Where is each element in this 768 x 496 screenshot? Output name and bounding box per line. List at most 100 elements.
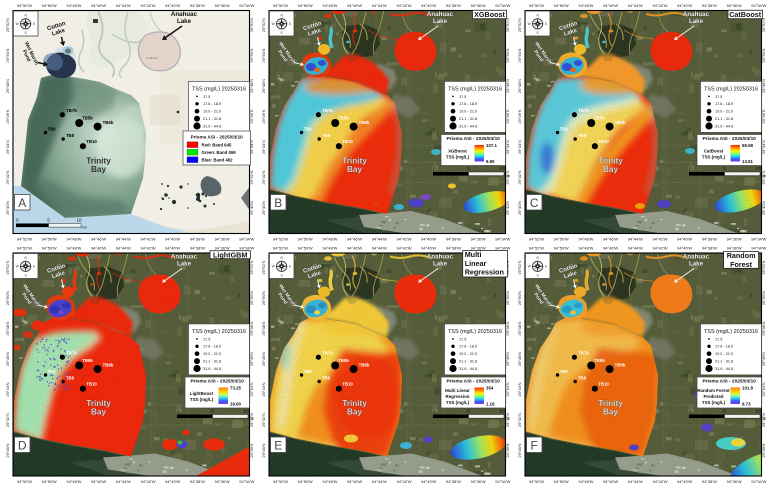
svg-text:94°50'W: 94°50'W <box>298 237 313 242</box>
svg-text:29°48'N: 29°48'N <box>261 79 266 93</box>
svg-text:TSS (mg/L) 20250316: TSS (mg/L) 20250316 <box>192 329 246 335</box>
svg-text:0: 0 <box>16 218 19 223</box>
svg-text:0: 0 <box>689 409 692 414</box>
svg-text:94°36'W: 94°36'W <box>215 3 230 8</box>
svg-text:LightGBM: LightGBM <box>213 251 247 260</box>
svg-text:1.16: 1.16 <box>486 402 495 407</box>
svg-text:29°44'N: 29°44'N <box>5 140 10 154</box>
svg-text:Km: Km <box>82 226 88 230</box>
svg-text:N: N <box>24 14 27 18</box>
svg-text:94°44'W: 94°44'W <box>116 3 131 8</box>
svg-text:Trinity: Trinity <box>342 399 367 408</box>
svg-text:94°50'W: 94°50'W <box>42 479 57 484</box>
svg-text:94°38'W: 94°38'W <box>190 246 205 251</box>
svg-text:94°42'W: 94°42'W <box>396 246 411 251</box>
svg-text:29°52'N: 29°52'N <box>5 260 10 274</box>
svg-text:94°44'W: 94°44'W <box>628 237 643 242</box>
svg-text:29°46'N: 29°46'N <box>249 352 254 366</box>
svg-text:29°50'N: 29°50'N <box>761 48 766 62</box>
svg-text:10: 10 <box>499 166 505 171</box>
svg-text:94°36'W: 94°36'W <box>215 237 230 242</box>
svg-text:29°40'N: 29°40'N <box>761 443 766 457</box>
svg-text:94°42'W: 94°42'W <box>140 246 155 251</box>
svg-text:31.9 - 44.5: 31.9 - 44.5 <box>203 124 221 128</box>
svg-text:94°44'W: 94°44'W <box>628 3 643 8</box>
svg-text:94°38'W: 94°38'W <box>190 479 205 484</box>
svg-text:29°40'N: 29°40'N <box>517 443 522 457</box>
svg-text:TSS (mg/L) 20250316: TSS (mg/L) 20250316 <box>448 87 502 93</box>
svg-text:S: S <box>281 31 283 35</box>
svg-text:TB6b: TB6b <box>615 120 626 125</box>
svg-text:94°36'W: 94°36'W <box>215 479 230 484</box>
svg-text:94°38'W: 94°38'W <box>190 237 205 242</box>
svg-text:94°48'W: 94°48'W <box>322 479 337 484</box>
svg-text:94°52'W: 94°52'W <box>273 3 288 8</box>
svg-text:Lake: Lake <box>307 28 322 38</box>
svg-text:94°48'W: 94°48'W <box>578 3 593 8</box>
svg-text:Anahuac: Anahuac <box>171 254 198 261</box>
svg-text:N: N <box>280 256 283 260</box>
svg-text:S: S <box>25 31 27 35</box>
svg-text:CatBoost: CatBoost <box>704 148 724 153</box>
svg-text:E: E <box>289 22 291 26</box>
svg-text:94°44'W: 94°44'W <box>372 246 387 251</box>
svg-text:S: S <box>537 31 539 35</box>
svg-text:TB10: TB10 <box>86 139 97 144</box>
svg-text:94°46'W: 94°46'W <box>603 3 618 8</box>
svg-text:17.5: 17.5 <box>459 95 466 99</box>
svg-text:29°42'N: 29°42'N <box>761 413 766 427</box>
svg-text:Prisma ASI - 2025/03/10: Prisma ASI - 2025/03/10 <box>446 136 500 142</box>
svg-text:Lake: Lake <box>177 18 192 25</box>
svg-text:94°40'W: 94°40'W <box>421 237 436 242</box>
svg-text:29°42'N: 29°42'N <box>517 170 522 184</box>
svg-text:94°42'W: 94°42'W <box>652 246 667 251</box>
svg-text:Bay: Bay <box>347 408 362 417</box>
svg-text:N: N <box>536 256 539 260</box>
svg-text:94°52'W: 94°52'W <box>273 237 288 242</box>
svg-text:17.5: 17.5 <box>203 337 210 341</box>
svg-text:94°36'W: 94°36'W <box>471 3 486 8</box>
svg-text:29°44'N: 29°44'N <box>517 382 522 396</box>
svg-text:94°44'W: 94°44'W <box>372 479 387 484</box>
svg-text:94°34'W: 94°34'W <box>495 479 510 484</box>
svg-text:94°36'W: 94°36'W <box>727 246 742 251</box>
svg-text:Km: Km <box>505 417 511 421</box>
svg-text:29°46'N: 29°46'N <box>261 109 266 123</box>
svg-text:94°34'W: 94°34'W <box>751 246 766 251</box>
svg-text:94°50'W: 94°50'W <box>42 246 57 251</box>
svg-text:29°46'N: 29°46'N <box>517 109 522 123</box>
svg-text:TB9: TB9 <box>303 369 312 374</box>
svg-text:94°38'W: 94°38'W <box>702 246 717 251</box>
svg-text:19.0 - 21.0: 19.0 - 21.0 <box>459 352 477 356</box>
svg-text:TB7b: TB7b <box>66 351 77 356</box>
svg-text:TB5b: TB5b <box>338 358 349 363</box>
svg-text:31.9 - 44.5: 31.9 - 44.5 <box>203 367 221 371</box>
svg-text:29°46'N: 29°46'N <box>261 352 266 366</box>
svg-text:17.6 - 18.9: 17.6 - 18.9 <box>715 102 733 106</box>
svg-text:31.9 - 44.5: 31.9 - 44.5 <box>715 367 733 371</box>
svg-text:TSS (mg/L) 20250316: TSS (mg/L) 20250316 <box>704 329 758 335</box>
svg-text:94°52'W: 94°52'W <box>17 3 32 8</box>
svg-text:Prisma ASI - 2025/03/10: Prisma ASI - 2025/03/10 <box>190 379 244 385</box>
svg-text:94°42'W: 94°42'W <box>140 237 155 242</box>
svg-text:29°46'N: 29°46'N <box>249 109 254 123</box>
svg-text:31.9 - 44.5: 31.9 - 44.5 <box>459 367 477 371</box>
svg-text:TB6b: TB6b <box>103 362 114 367</box>
svg-text:Prisma ASI - 2025/03/10: Prisma ASI - 2025/03/10 <box>702 379 756 385</box>
svg-text:94°40'W: 94°40'W <box>165 479 180 484</box>
svg-text:Bay: Bay <box>347 165 362 174</box>
svg-text:Multi: Multi <box>465 250 482 259</box>
svg-text:10: 10 <box>755 166 761 171</box>
svg-text:Lake: Lake <box>689 261 704 268</box>
svg-text:94°50'W: 94°50'W <box>554 237 569 242</box>
svg-text:17.6 - 18.9: 17.6 - 18.9 <box>459 102 477 106</box>
svg-text:73.25: 73.25 <box>230 386 242 391</box>
svg-text:94°36'W: 94°36'W <box>727 237 742 242</box>
svg-text:19.0 - 21.0: 19.0 - 21.0 <box>203 110 221 114</box>
svg-text:13.51: 13.51 <box>742 159 754 164</box>
svg-text:94°46'W: 94°46'W <box>603 479 618 484</box>
svg-text:Prisma ASI - 2025/03/10: Prisma ASI - 2025/03/10 <box>446 379 500 385</box>
svg-text:94°34'W: 94°34'W <box>495 237 510 242</box>
svg-text:Linear: Linear <box>465 259 487 268</box>
svg-text:29°40'N: 29°40'N <box>505 201 510 215</box>
